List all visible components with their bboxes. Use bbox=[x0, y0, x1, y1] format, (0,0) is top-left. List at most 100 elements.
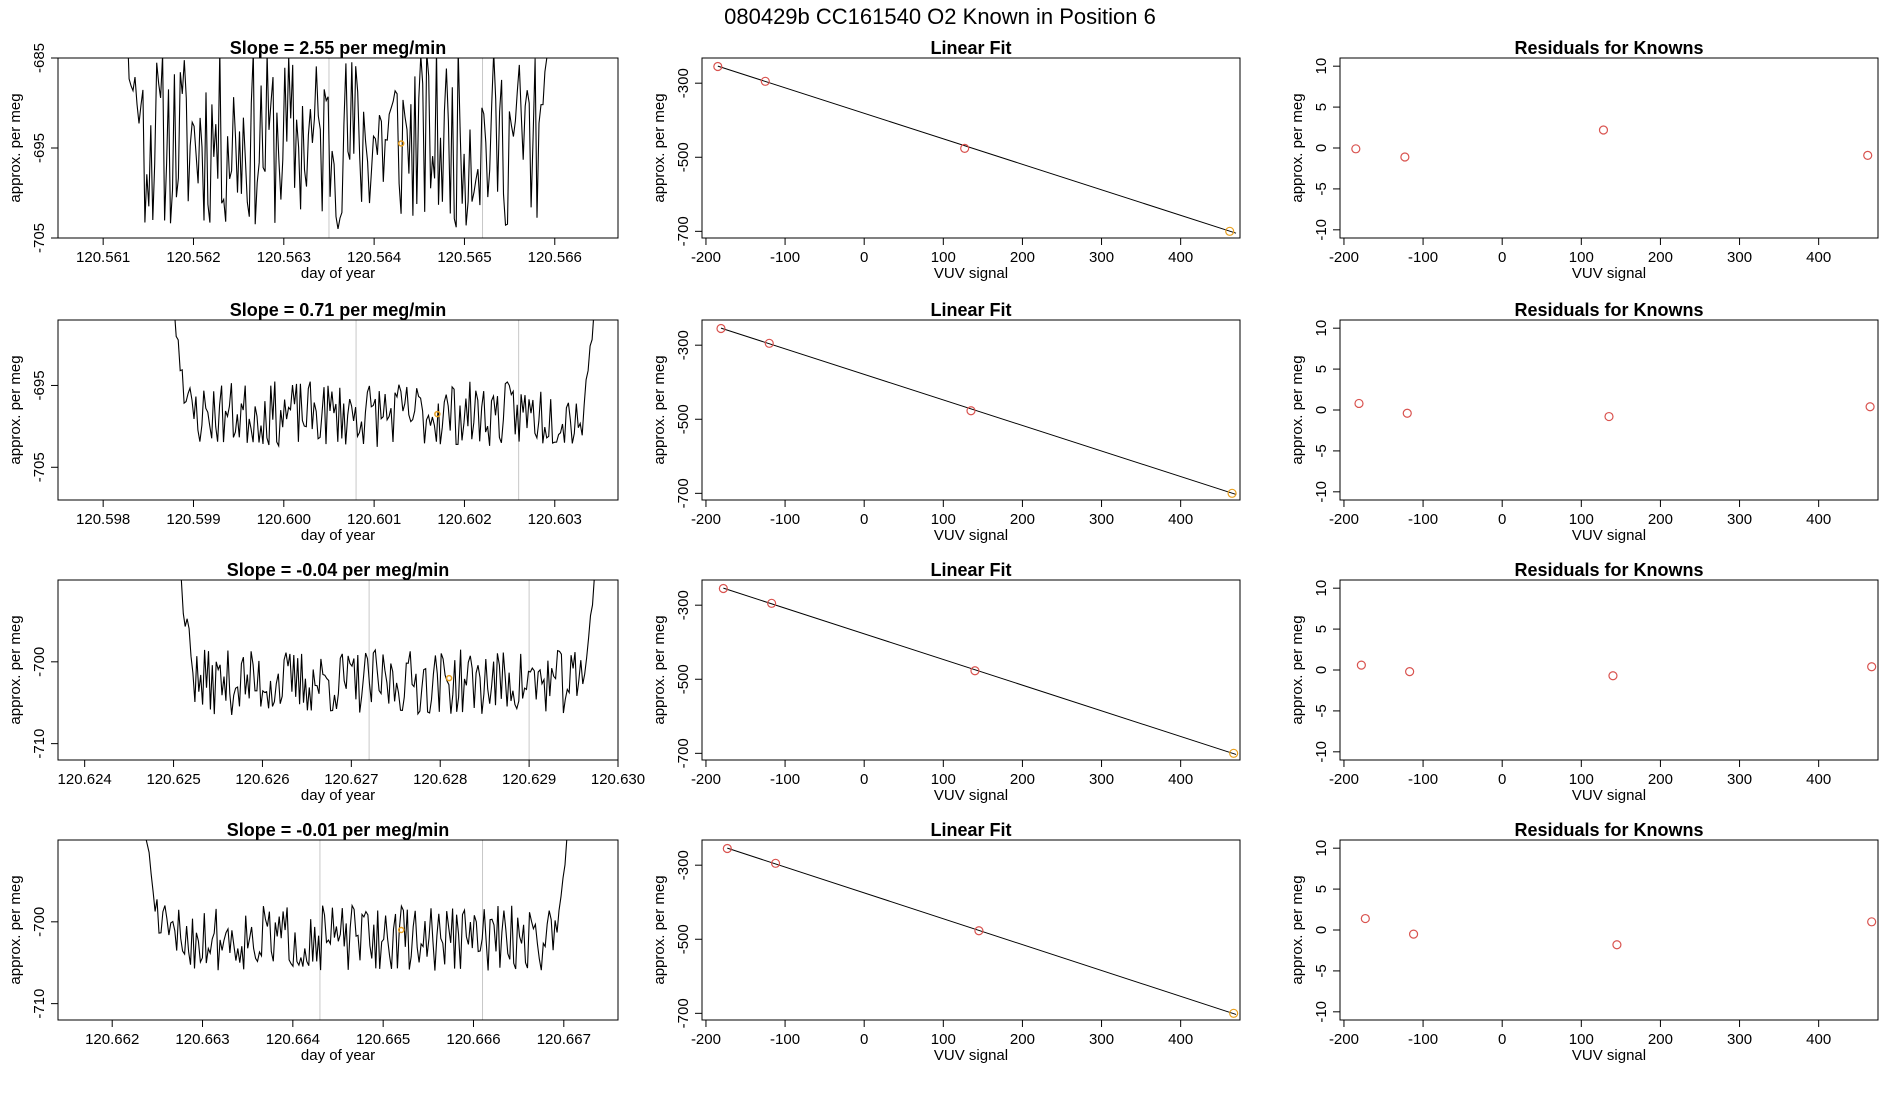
x-tick-label: 300 bbox=[1089, 511, 1114, 528]
x-tick-label: 0 bbox=[1498, 1031, 1506, 1048]
data-point bbox=[1865, 402, 1875, 412]
x-tick-label: 120.627 bbox=[324, 771, 378, 788]
panel-title: Residuals for Knowns bbox=[1514, 300, 1703, 320]
plot-area bbox=[718, 583, 1239, 758]
x-tick-label: 120.662 bbox=[85, 1031, 139, 1048]
panel-title: Slope = -0.01 per meg/min bbox=[227, 820, 450, 840]
x-tick-label: 300 bbox=[1089, 1031, 1114, 1048]
y-tick-label: -5 bbox=[1313, 964, 1330, 977]
x-tick-label: 120.563 bbox=[257, 249, 311, 266]
y-axis-label: approx. per meg bbox=[7, 93, 24, 202]
x-tick-label: 120.561 bbox=[76, 249, 130, 266]
panel-title: Residuals for Knowns bbox=[1514, 38, 1703, 58]
data-point bbox=[1863, 150, 1873, 160]
x-axis-label: VUV signal bbox=[1572, 787, 1646, 804]
x-tick-label: 200 bbox=[1010, 249, 1035, 266]
data-point bbox=[1408, 929, 1419, 939]
y-tick-label: -5 bbox=[1313, 182, 1330, 195]
plot-frame bbox=[1339, 57, 1879, 239]
x-tick-label: 120.630 bbox=[591, 771, 645, 788]
data-point bbox=[970, 666, 980, 676]
y-tick-label: -700 bbox=[31, 907, 48, 937]
data-point bbox=[1608, 671, 1618, 681]
y-axis-label: approx. per meg bbox=[7, 615, 24, 724]
y-tick-label: 5 bbox=[1313, 885, 1330, 893]
panel-scatter-row4: Linear Fit -200 -100 0 100 200 300 400 VUV signa… bbox=[651, 820, 1241, 1064]
x-tick-label: 0 bbox=[1498, 511, 1506, 528]
data-point bbox=[1229, 1008, 1239, 1018]
y-axis-label: approx. per meg bbox=[1289, 615, 1306, 724]
plot-frame bbox=[701, 319, 1241, 501]
data-trace bbox=[145, 840, 568, 971]
fit-line bbox=[723, 587, 1237, 755]
data-point bbox=[718, 583, 728, 594]
data-point bbox=[764, 338, 774, 348]
data-point bbox=[1227, 488, 1237, 498]
x-tick-label: 100 bbox=[931, 771, 956, 788]
panel-title: Slope = 2.55 per meg/min bbox=[230, 38, 447, 58]
x-tick-label: 200 bbox=[1648, 249, 1673, 266]
x-tick-label: 200 bbox=[1648, 771, 1673, 788]
y-tick-label: -500 bbox=[675, 664, 692, 694]
x-axis-label: VUV signal bbox=[1572, 527, 1646, 544]
plot-frame bbox=[1339, 839, 1879, 1021]
x-tick-label: -200 bbox=[1329, 771, 1359, 788]
data-point bbox=[1351, 144, 1361, 154]
x-tick-label: 120.667 bbox=[537, 1031, 591, 1048]
x-tick-label: 200 bbox=[1648, 1031, 1673, 1048]
x-tick-label: 120.625 bbox=[146, 771, 200, 788]
y-tick-label: -700 bbox=[675, 738, 692, 768]
x-tick-label: 100 bbox=[931, 249, 956, 266]
x-tick-label: 100 bbox=[1569, 771, 1594, 788]
y-tick-label: -700 bbox=[675, 998, 692, 1028]
plot-area bbox=[1356, 660, 1877, 681]
x-tick-label: 100 bbox=[1569, 1031, 1594, 1048]
panel-scatter-row1: Residuals for Knowns-200 -100 0 100 200 300 40… bbox=[1289, 38, 1879, 282]
x-tick-label: -200 bbox=[691, 511, 721, 528]
data-point bbox=[1225, 226, 1235, 236]
data-point bbox=[1612, 940, 1622, 950]
x-tick-label: -200 bbox=[691, 1031, 721, 1048]
x-tick-label: -200 bbox=[1329, 1031, 1359, 1048]
x-tick-label: 0 bbox=[860, 249, 868, 266]
data-point bbox=[1402, 408, 1412, 418]
x-axis-label: day of year bbox=[301, 1047, 375, 1064]
panel-scatter-row2: Residuals for Knowns-200 -100 0 100 200 300 40… bbox=[1289, 300, 1879, 544]
data-point bbox=[1360, 913, 1370, 924]
data-trace bbox=[127, 58, 548, 230]
plot-frame bbox=[1339, 319, 1879, 501]
data-point bbox=[1867, 662, 1877, 672]
plot-frame bbox=[57, 319, 619, 501]
x-tick-label: 120.564 bbox=[347, 249, 401, 266]
x-tick-label: 300 bbox=[1727, 1031, 1752, 1048]
plot-area bbox=[127, 58, 548, 230]
plot-area bbox=[722, 843, 1239, 1018]
x-tick-label: 400 bbox=[1806, 249, 1831, 266]
y-tick-label: 0 bbox=[1313, 406, 1330, 414]
fit-line bbox=[717, 65, 1237, 234]
x-axis-label: VUV signal bbox=[1572, 1047, 1646, 1064]
x-tick-label: 0 bbox=[860, 771, 868, 788]
x-axis-label: VUV signal bbox=[934, 265, 1008, 282]
x-tick-label: 400 bbox=[1168, 771, 1193, 788]
panel-title: Linear Fit bbox=[930, 820, 1011, 840]
x-tick-label: 300 bbox=[1089, 249, 1114, 266]
x-tick-label: -100 bbox=[770, 771, 800, 788]
highlight-point bbox=[434, 410, 441, 418]
plot-area bbox=[1360, 913, 1877, 950]
panel-line-row1: Slope = 2.55 per meg/min 120.561 120.562 12… bbox=[7, 38, 619, 282]
y-tick-label: -700 bbox=[675, 478, 692, 508]
plot-frame bbox=[701, 57, 1241, 239]
data-point bbox=[770, 858, 781, 868]
y-axis-label: approx. per meg bbox=[651, 615, 668, 724]
x-tick-label: -100 bbox=[770, 511, 800, 528]
y-tick-label: -300 bbox=[675, 590, 692, 620]
y-tick-label: 5 bbox=[1313, 625, 1330, 633]
y-tick-label: 10 bbox=[1313, 840, 1330, 857]
y-tick-label: -695 bbox=[31, 133, 48, 163]
data-point bbox=[767, 598, 777, 608]
y-tick-label: 0 bbox=[1313, 666, 1330, 674]
y-tick-label: 0 bbox=[1313, 144, 1330, 152]
panel-title: Linear Fit bbox=[930, 38, 1011, 58]
